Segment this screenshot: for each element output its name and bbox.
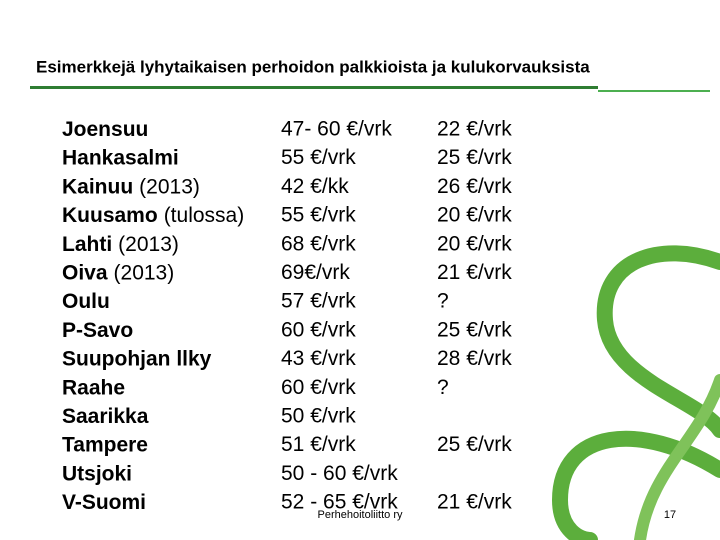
row-note: (tulossa)	[164, 204, 245, 227]
swirl	[551, 430, 720, 540]
row-name: Utsjoki	[62, 462, 132, 485]
row-label: Raahe	[62, 376, 125, 399]
cost: 22 €/vrk	[437, 118, 512, 141]
footer-org: Perhehoitoliitto ry	[318, 509, 403, 521]
cost: 20 €/vrk	[437, 204, 512, 227]
fee: 60 €/vrk	[281, 318, 356, 341]
row-name: Raahe	[62, 376, 125, 399]
cost: 21 €/vrk	[437, 491, 512, 514]
row-name: Joensuu	[62, 118, 148, 141]
row-note: (2013)	[139, 175, 200, 198]
fee: 68 €/vrk	[281, 232, 356, 255]
swirl	[634, 374, 720, 540]
row-label: Utsjoki	[62, 462, 132, 485]
fee: 50 €/vrk	[281, 405, 356, 428]
row-name: Tampere	[62, 433, 148, 456]
title-rule	[598, 90, 710, 92]
title-rule	[30, 86, 598, 89]
row-label: V-Suomi	[62, 491, 146, 514]
row-label: Hankasalmi	[62, 146, 179, 169]
fee: 47- 60 €/vrk	[281, 118, 392, 141]
row-label: Oulu	[62, 290, 110, 313]
fee: 50 - 60 €/vrk	[281, 462, 398, 485]
fee: 52 - 65 €/vrk	[281, 491, 398, 514]
fee: 69€/vrk	[281, 261, 350, 284]
row-name: Kuusamo	[62, 204, 158, 227]
row-label: Oiva (2013)	[62, 261, 174, 284]
row-name: Oulu	[62, 290, 110, 313]
cost: ?	[437, 376, 449, 399]
row-label: Joensuu	[62, 118, 148, 141]
fee: 51 €/vrk	[281, 433, 356, 456]
title: Esimerkkejä lyhytaikaisen perhoidon palk…	[36, 57, 590, 76]
row-label: Tampere	[62, 433, 148, 456]
cost: 20 €/vrk	[437, 232, 512, 255]
row-name: V-Suomi	[62, 491, 146, 514]
fee: 55 €/vrk	[281, 146, 356, 169]
row-label: Kuusamo (tulossa)	[62, 204, 244, 227]
row-name: Kainuu	[62, 175, 133, 198]
cost: 25 €/vrk	[437, 433, 512, 456]
fee: 42 €/kk	[281, 175, 349, 198]
row-name: Lahti	[62, 232, 112, 255]
fee: 43 €/vrk	[281, 347, 356, 370]
cost: 25 €/vrk	[437, 146, 512, 169]
row-label: P-Savo	[62, 318, 133, 341]
swirl	[596, 245, 720, 438]
cost: 21 €/vrk	[437, 261, 512, 284]
page-number: 17	[664, 509, 676, 521]
row-note: (2013)	[118, 232, 179, 255]
table: Joensuu 47- 60 €/vrk 22 €/vrk Hankasalmi 55 …	[62, 118, 512, 514]
cost: 28 €/vrk	[437, 347, 512, 370]
fee: 60 €/vrk	[281, 376, 356, 399]
fee: 55 €/vrk	[281, 204, 356, 227]
row-name: P-Savo	[62, 318, 133, 341]
fee: 57 €/vrk	[281, 290, 356, 313]
row-label: Lahti (2013)	[62, 232, 179, 255]
row-label: Saarikka	[62, 405, 149, 428]
row-name: Saarikka	[62, 405, 149, 428]
row-name: Oiva	[62, 261, 108, 284]
cost: 25 €/vrk	[437, 318, 512, 341]
row-name: Hankasalmi	[62, 146, 179, 169]
cost: ?	[437, 290, 449, 313]
row-note: (2013)	[114, 261, 175, 284]
row-label: Suupohjan llky	[62, 347, 212, 370]
row-label: Kainuu (2013)	[62, 175, 200, 198]
cost: 26 €/vrk	[437, 175, 512, 198]
row-name: Suupohjan llky	[62, 347, 212, 370]
decoration	[551, 245, 720, 540]
